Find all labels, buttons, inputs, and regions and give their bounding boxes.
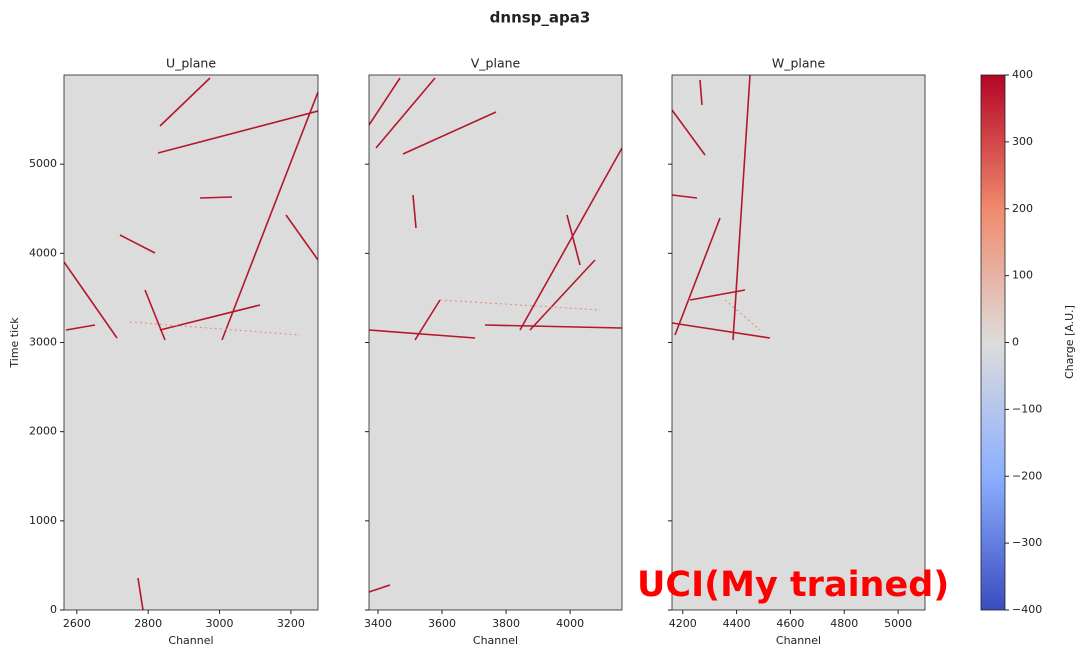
y-tick-label: 4000 xyxy=(29,246,57,259)
colorbar-tick-label: 300 xyxy=(1012,135,1033,148)
tracks xyxy=(64,77,318,610)
heatmap-background xyxy=(369,75,622,610)
x-tick-label: 4400 xyxy=(723,617,751,630)
colorbar-tick-label: 100 xyxy=(1012,269,1033,282)
tracks xyxy=(672,75,771,341)
colorbar-label: Charge [A.U.] xyxy=(1063,305,1076,379)
panel-frame xyxy=(63,74,319,611)
panel: V_plane Channel 3400 3600 3800 4000 xyxy=(364,56,622,647)
y-tick-label: 3000 xyxy=(29,336,57,349)
colorbar-tick-label: −200 xyxy=(1012,469,1042,482)
colorbar-axis: −400 −300 −200 −100 0 100 200 300 400 xyxy=(1005,68,1042,616)
colorbar-tick-label: −100 xyxy=(1012,402,1042,415)
panel: W_plane Channel 4200 4400 4600 4800 5000 xyxy=(668,56,925,647)
panel-frame xyxy=(671,74,926,611)
colorbar-tick-label: −400 xyxy=(1012,603,1042,616)
x-tick-label: 5000 xyxy=(884,617,912,630)
x-tick-label: 3600 xyxy=(428,617,456,630)
heatmap-background xyxy=(64,75,318,610)
x-tick-label: 3400 xyxy=(364,617,392,630)
x-tick-label: 3000 xyxy=(206,617,234,630)
y-tick-label: 5000 xyxy=(29,157,57,170)
x-tick-label: 4800 xyxy=(830,617,858,630)
colorbar xyxy=(980,74,1006,611)
figure-title: dnnsp_apa3 xyxy=(490,9,591,27)
y-tick-label: 2000 xyxy=(29,425,57,438)
panel-title: V_plane xyxy=(471,56,521,71)
panel-frame xyxy=(368,74,623,611)
panel-title: U_plane xyxy=(166,56,216,71)
x-tick-label: 2800 xyxy=(134,617,162,630)
y-tick-label: 0 xyxy=(50,603,57,616)
x-axis-label: Channel xyxy=(776,634,821,647)
tracks xyxy=(369,77,622,593)
panel-title: W_plane xyxy=(772,56,826,71)
colorbar-tick-label: −300 xyxy=(1012,536,1042,549)
y-axis-label: Time tick xyxy=(8,317,21,369)
x-tick-label: 4200 xyxy=(669,617,697,630)
panels: U_plane Channel Time tick 2600 2800 3000 3200 0… xyxy=(8,56,925,647)
y-tick-label: 1000 xyxy=(29,514,57,527)
colorbar-tick-label: 400 xyxy=(1012,68,1033,81)
x-tick-label: 3200 xyxy=(277,617,305,630)
x-axis-label: Channel xyxy=(168,634,213,647)
heatmap-background xyxy=(672,75,925,610)
x-axis-label: Channel xyxy=(473,634,518,647)
x-tick-label: 3800 xyxy=(492,617,520,630)
annotation: UCI(My trained) xyxy=(637,565,949,605)
x-tick-label: 2600 xyxy=(63,617,91,630)
colorbar-tick-label: 200 xyxy=(1012,202,1033,215)
x-tick-label: 4600 xyxy=(776,617,804,630)
panel: U_plane Channel Time tick 2600 2800 3000 3200 0… xyxy=(8,56,318,647)
x-tick-label: 4000 xyxy=(556,617,584,630)
colorbar-tick-label: 0 xyxy=(1012,336,1019,349)
